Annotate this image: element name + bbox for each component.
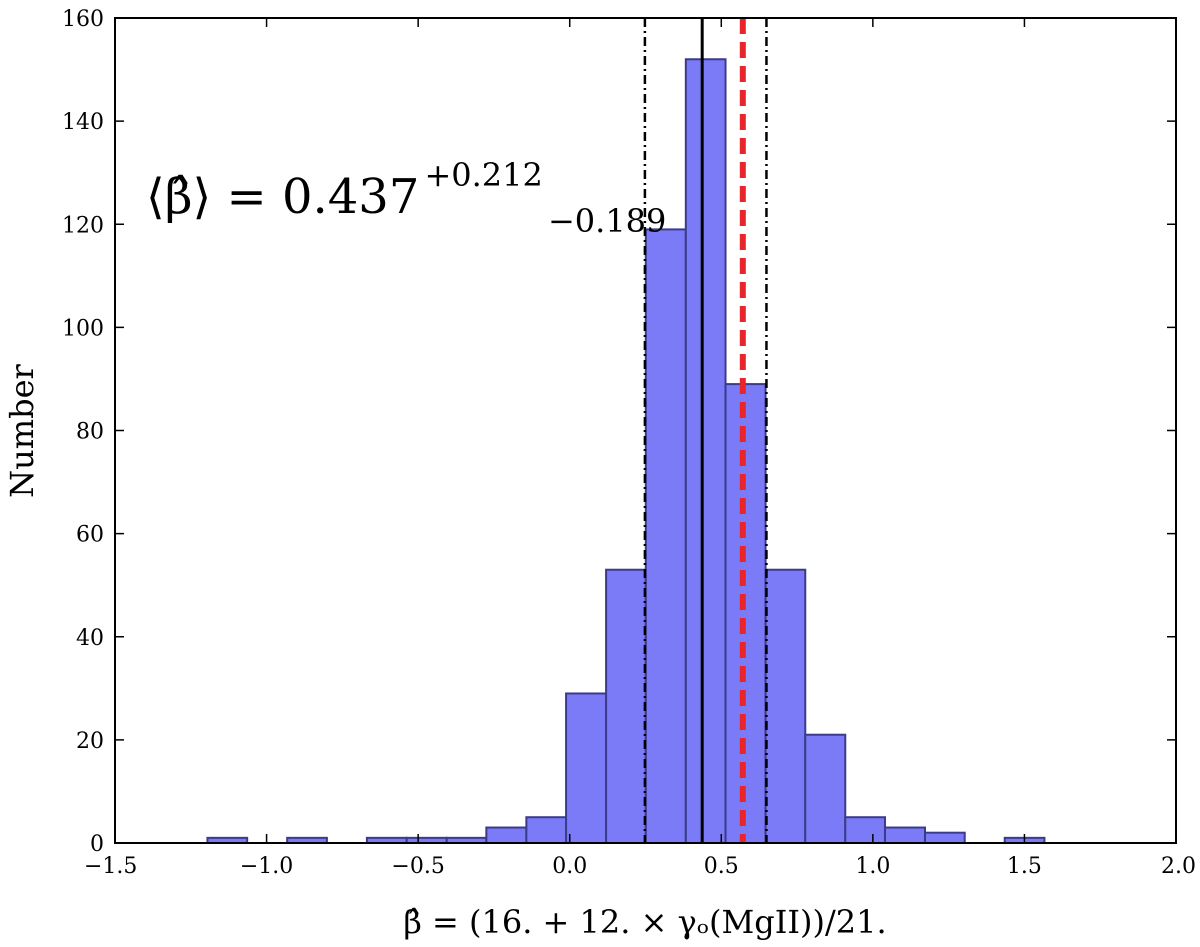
histogram-bar	[525, 816, 568, 844]
y-tick-label: 120	[62, 213, 104, 238]
y-tick-label: 40	[76, 626, 104, 651]
histogram-bar	[764, 568, 807, 844]
histogram-bar	[605, 568, 647, 844]
x-tick-label: 0.5	[704, 854, 739, 879]
x-tick-label: −1.0	[240, 854, 293, 879]
histogram-bar	[644, 228, 687, 844]
annotation-upper-error: +0.212	[424, 156, 542, 194]
y-tick-label: 60	[76, 523, 104, 548]
x-tick-label: 1.0	[855, 854, 890, 879]
annotation-lower-error: −0.189	[548, 202, 666, 240]
y-tick-label: 20	[76, 729, 104, 754]
x-tick-label: 0.0	[552, 854, 587, 879]
axis-ticks	[114, 17, 1177, 844]
mean-annotation: ⟨β̂⟩ = 0.437 +0.212 −0.189	[146, 156, 666, 240]
y-tick-labels: 0 20 40 60 80 100 120 140 160	[62, 7, 104, 857]
y-tick-label: 0	[90, 832, 104, 857]
histogram-bars	[206, 58, 1046, 844]
y-tick-label: 160	[62, 7, 104, 32]
annotation-value: ⟨β̂⟩ = 0.437	[146, 169, 419, 225]
x-tick-label: 1.5	[1007, 854, 1042, 879]
x-tick-labels: −1.5 −1.0 −0.5 0.0 0.5 1.0 1.5 2.0	[84, 854, 1196, 879]
x-axis-label: β̂ = (16. + 12. × γₒ(MgII))/21.	[403, 903, 886, 941]
histogram-bar	[923, 831, 966, 844]
histogram-bar	[844, 816, 886, 844]
x-tick-label: −1.5	[84, 854, 137, 879]
histogram-bar	[804, 733, 847, 844]
histogram-bar	[565, 692, 608, 844]
y-tick-label: 80	[76, 420, 104, 445]
histogram-bar	[684, 58, 727, 844]
y-tick-label: 100	[62, 316, 104, 341]
histogram-bar	[883, 826, 926, 844]
x-tick-label: 2.0	[1161, 854, 1196, 879]
y-axis-label: Number	[3, 363, 41, 497]
y-tick-label: 140	[62, 110, 104, 135]
x-tick-label: −0.5	[391, 854, 444, 879]
histogram-bar	[485, 826, 528, 844]
vertical-lines	[643, 18, 768, 843]
